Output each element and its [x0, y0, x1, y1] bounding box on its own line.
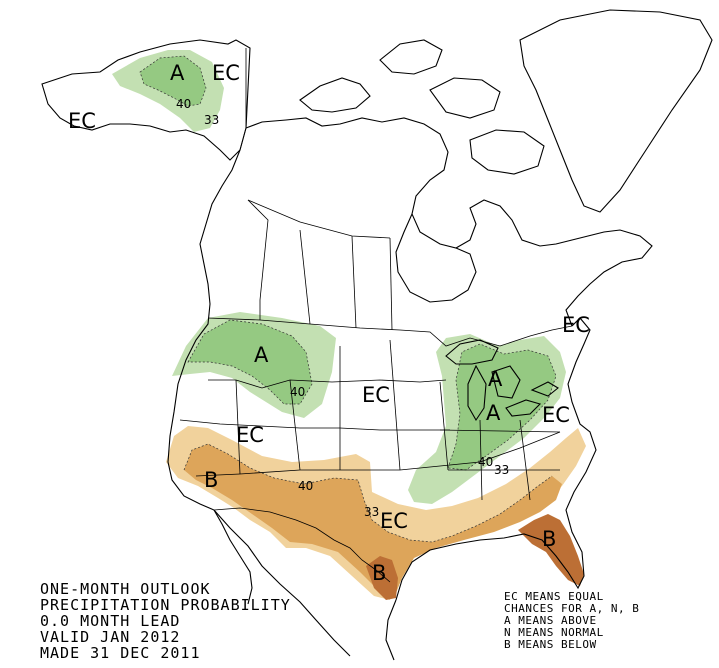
northeast-ec-label: EC	[562, 313, 590, 337]
texas-coast-below-dark	[366, 556, 398, 600]
coastlines	[41, 9, 713, 661]
legend-line-4: N MEANS NORMAL	[504, 626, 604, 639]
alaska-above-inner	[140, 56, 206, 106]
alaska-33-label: 33	[204, 113, 219, 127]
region-labels: A EC EC A A A EC EC EC EC EC B B B	[68, 61, 590, 585]
south-below-mid	[184, 444, 562, 598]
legend-line-3: A MEANS ABOVE	[504, 614, 597, 627]
florida-below-label: B	[542, 527, 556, 551]
alaska-40-label: 40	[176, 97, 191, 111]
title-line-3: 0.0 MONTH LEAD	[40, 612, 180, 630]
southwest-below-label: B	[204, 468, 218, 492]
title-line-2: PRECIPITATION PROBABILITY	[40, 596, 291, 614]
title-line-4: VALID JAN 2012	[40, 628, 180, 646]
contour-labels: 40 33 40 40 33 40 33	[176, 97, 509, 519]
eastern-above-inner	[448, 344, 556, 470]
northwest-above-label: A	[254, 343, 269, 367]
central-ec-label: EC	[362, 383, 390, 407]
southern-plains-ec-label: EC	[380, 509, 408, 533]
midatlantic-ec-label: EC	[542, 403, 570, 427]
texas-33-label: 33	[364, 505, 379, 519]
legend-block: EC MEANS EQUAL CHANCES FOR A, N, B A MEA…	[504, 590, 639, 651]
alaska-above-label: A	[170, 61, 185, 85]
legend-line-2: CHANCES FOR A, N, B	[504, 602, 639, 615]
probability-contours	[139, 55, 557, 543]
alaska-ec-east-label: EC	[212, 61, 240, 85]
rockies-ec-label: EC	[236, 423, 264, 447]
south-below-light	[166, 426, 586, 600]
northwest-40-label: 40	[290, 385, 305, 399]
southeast-33-label: 33	[494, 463, 509, 477]
southwest-40-label: 40	[298, 479, 313, 493]
great-lakes-above-label: A	[488, 367, 503, 391]
texas-below-label: B	[372, 561, 386, 585]
ohio-above-label: A	[486, 401, 501, 425]
title-line-1: ONE-MONTH OUTLOOK	[40, 580, 211, 598]
northwest-above-inner	[188, 320, 312, 404]
political-borders	[179, 48, 573, 583]
legend-line-1: EC MEANS EQUAL	[504, 590, 604, 603]
legend-line-5: B MEANS BELOW	[504, 638, 597, 651]
title-block: ONE-MONTH OUTLOOK PRECIPITATION PROBABIL…	[40, 580, 291, 662]
ohio-40-label: 40	[478, 455, 493, 469]
alaska-ec-west-label: EC	[68, 109, 96, 133]
title-line-5: MADE 31 DEC 2011	[40, 644, 201, 662]
